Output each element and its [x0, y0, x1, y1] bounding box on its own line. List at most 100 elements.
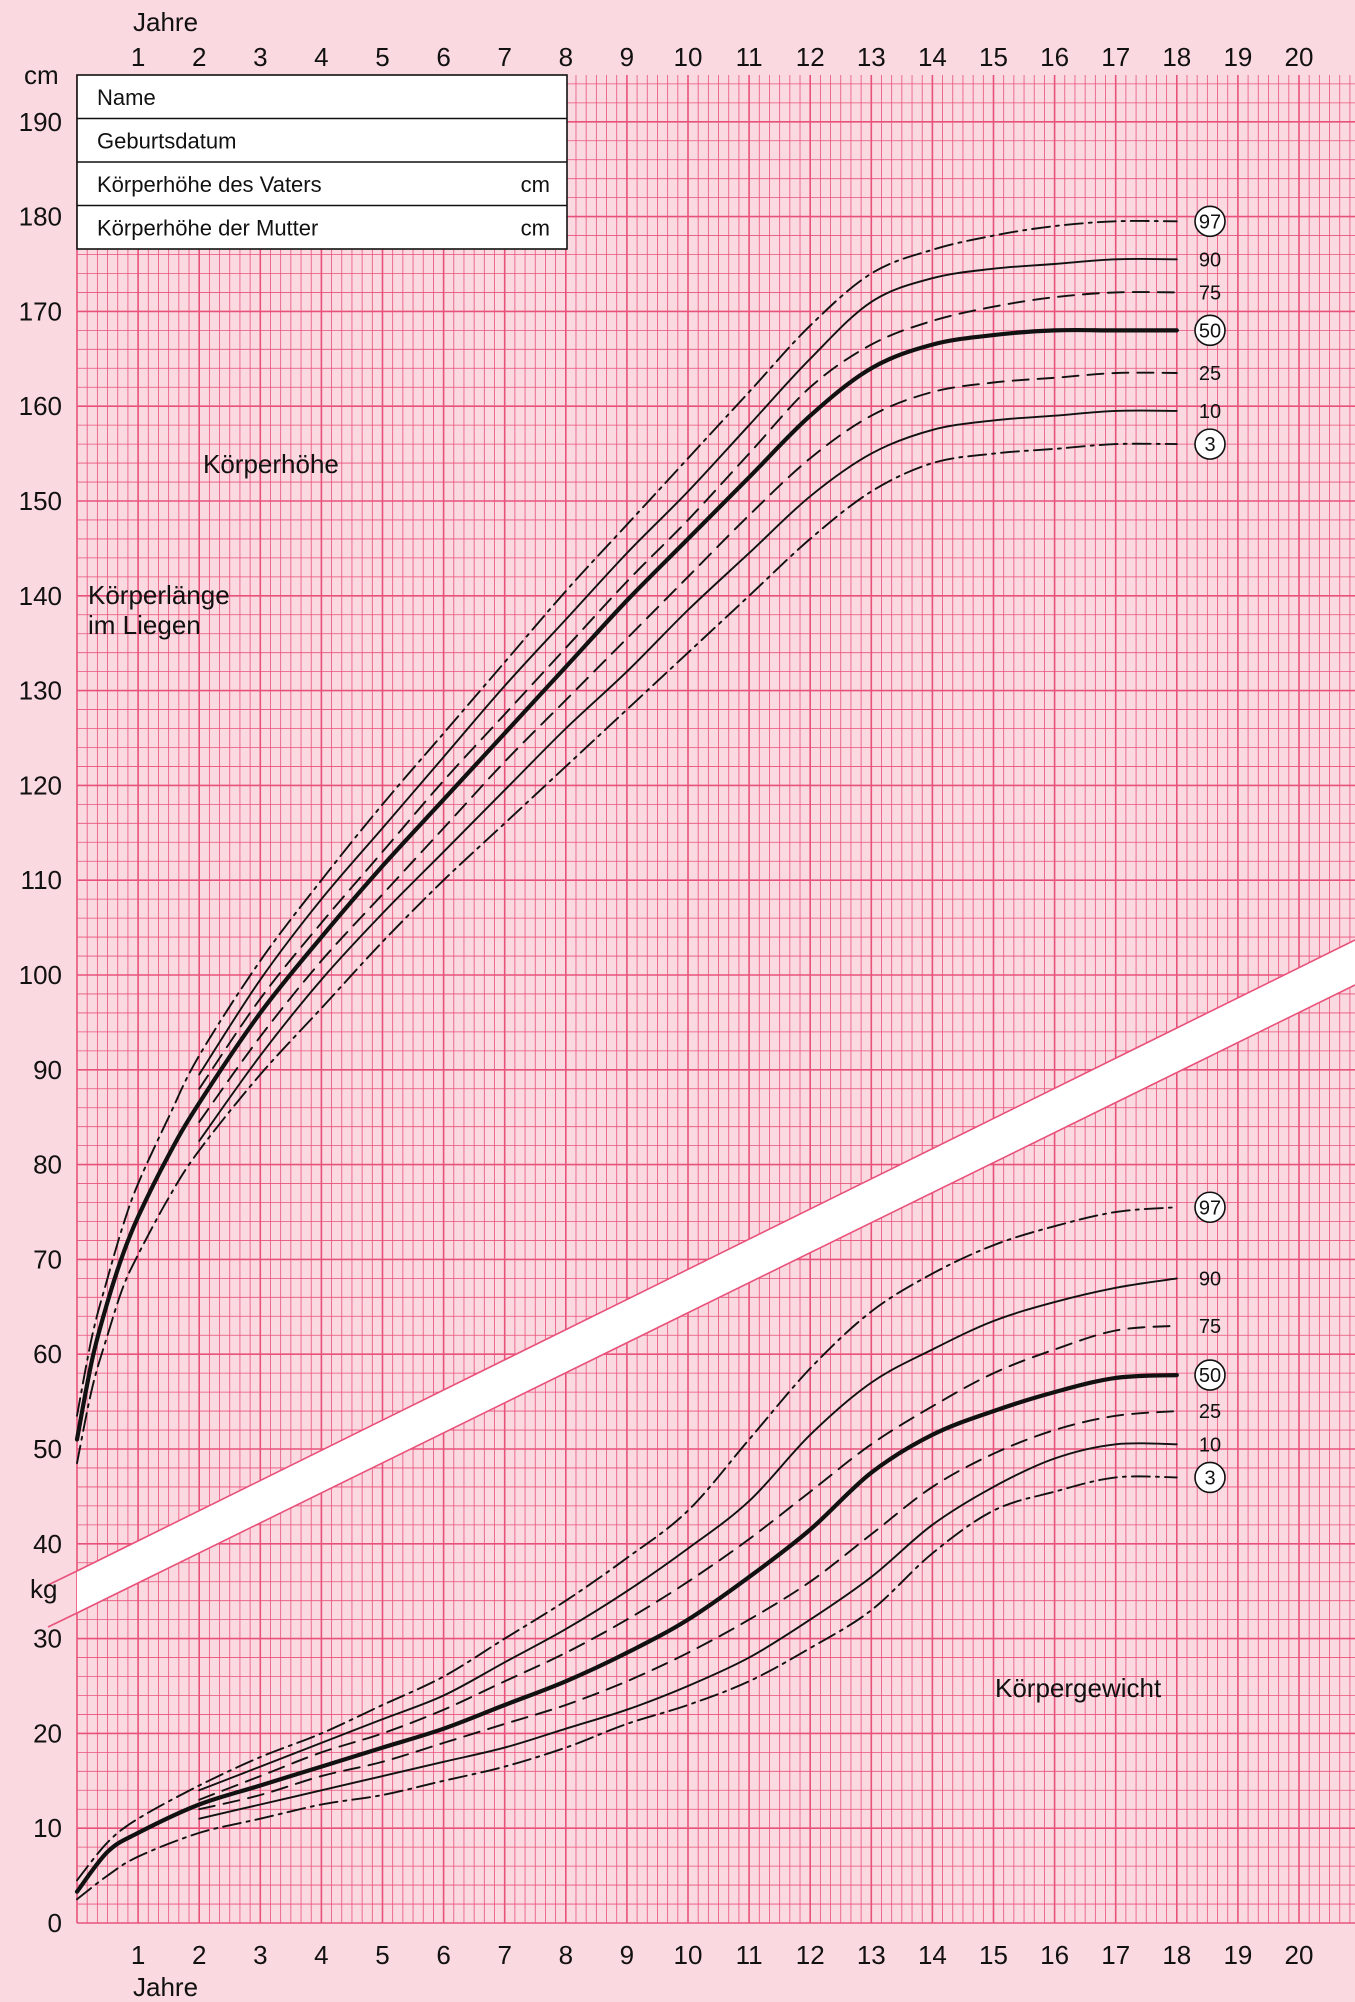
x-tick-label-bottom: 4 [314, 1940, 328, 1970]
height-label-p90: 90 [1199, 249, 1221, 271]
height-label-p75: 75 [1199, 282, 1221, 304]
weight-curve-p10 [198, 1442, 1178, 1820]
annotation-length-line2: im Liegen [88, 610, 201, 640]
y-tick-label: 90 [33, 1055, 62, 1085]
weight-curve-p25 [198, 1410, 1178, 1811]
annotation-weight: Körpergewicht [995, 1673, 1162, 1703]
x-tick-label-bottom: 9 [620, 1940, 634, 1970]
y-tick-label: 170 [19, 296, 62, 326]
info-box-unit: cm [521, 172, 550, 197]
y-tick-label: 100 [19, 960, 62, 990]
x-tick-label-bottom: 7 [497, 1940, 511, 1970]
x-tick-label-top: 15 [979, 42, 1008, 72]
info-box-label: Name [97, 85, 156, 110]
height-label-p10: 10 [1199, 401, 1221, 423]
x-tick-label-top: 12 [796, 42, 825, 72]
x-tick-label-bottom: 1 [131, 1940, 145, 1970]
y-tick-label: 50 [33, 1434, 62, 1464]
height-label-circle-p97 [1194, 205, 1226, 238]
height-curve-p10 [198, 409, 1178, 1142]
y-tick-label: 60 [33, 1339, 62, 1369]
x-tick-label-top: 6 [436, 42, 450, 72]
x-tick-label-top: 1 [131, 42, 145, 72]
x-tick-label-top: 10 [674, 42, 703, 72]
height-curve-p75 [198, 291, 1178, 1090]
weight-label-p90: 90 [1199, 1268, 1221, 1290]
x-tick-label-bottom: 8 [559, 1940, 573, 1970]
x-tick-label-top: 13 [857, 42, 886, 72]
annotation-length-line1: Körperlänge [88, 580, 230, 610]
x-tick-label-bottom: 6 [436, 1940, 450, 1970]
x-tick-label-top: 8 [559, 42, 573, 72]
y-tick-label: 160 [19, 391, 62, 421]
height-label-p50: 50 [1199, 320, 1221, 342]
height-label-p3: 3 [1204, 434, 1215, 456]
band-stub-bottom [47, 1612, 78, 1628]
x-tick-label-top: 17 [1101, 42, 1130, 72]
x-tick-label-top: 19 [1223, 42, 1252, 72]
info-box-label: Geburtsdatum [97, 129, 236, 154]
weight-percentile-curves: 97 90 75 50 25 10 3 [74, 1191, 1226, 1901]
y-tick-label: 180 [19, 202, 62, 232]
x-tick-label-top: 5 [375, 42, 389, 72]
y-tick-label: 40 [33, 1529, 62, 1559]
y-tick-label: 120 [19, 770, 62, 800]
height-label-p97: 97 [1199, 211, 1221, 233]
band-edge-bottom [76, 984, 1355, 1614]
info-box-label: Körperhöhe des Vaters [97, 172, 322, 197]
height-label-circle-p3 [1194, 428, 1226, 460]
x-tick-label-bottom: 5 [375, 1940, 389, 1970]
y-tick-label: 0 [48, 1908, 62, 1938]
x-tick-label-top: 11 [736, 42, 763, 72]
x-tick-label-top: 20 [1285, 42, 1314, 72]
x-tick-label-bottom: 13 [857, 1940, 886, 1970]
height-label-p25: 25 [1199, 363, 1221, 385]
weight-curve-p90 [198, 1277, 1178, 1792]
weight-label-p25: 25 [1199, 1401, 1221, 1423]
y-axis-unit-cm: cm [24, 60, 59, 90]
diagonal-band [47, 939, 1355, 1628]
x-tick-label-top: 3 [253, 42, 267, 72]
y-tick-label: 30 [33, 1624, 62, 1654]
info-box: Name Geburtsdatum Körperhöhe des Vaters cm K… [76, 74, 568, 250]
y-tick-label: 80 [33, 1150, 62, 1180]
weight-label-circle-p50 [1194, 1359, 1226, 1391]
height-curve-p97 [76, 219, 1178, 1417]
x-tick-label-bottom: 18 [1162, 1940, 1191, 1970]
weight-label-circle-p97 [1194, 1191, 1226, 1224]
height-curve-p50 [74, 327, 1179, 1442]
x-tick-label-bottom: 15 [979, 1940, 1008, 1970]
y-tick-label: 10 [33, 1813, 62, 1843]
axes: Jahre Jahre cm kg 1122334455667788991010… [19, 7, 1314, 2002]
y-tick-label: 70 [33, 1244, 62, 1274]
weight-curve-p75 [198, 1324, 1178, 1801]
x-tick-label-top: 16 [1040, 42, 1069, 72]
x-tick-label-bottom: 20 [1285, 1940, 1314, 1970]
x-tick-label-bottom: 2 [192, 1940, 206, 1970]
annotations: Körperhöhe Körperlänge im Liegen Körperg… [88, 449, 1162, 1703]
weight-curve-p3 [76, 1475, 1178, 1901]
x-tick-label-bottom: 3 [253, 1940, 267, 1970]
y-tick-label: 140 [19, 581, 62, 611]
x-tick-label-bottom: 12 [796, 1940, 825, 1970]
weight-curve-p97 [76, 1206, 1178, 1882]
x-tick-label-top: 4 [314, 42, 328, 72]
weight-curve-p50 [74, 1373, 1179, 1894]
weight-label-circle-p3 [1194, 1461, 1226, 1494]
y-tick-label: 110 [21, 865, 62, 895]
x-axis-label-top: Jahre [133, 7, 198, 37]
weight-label-p75: 75 [1199, 1316, 1221, 1338]
height-label-circle-p50 [1194, 314, 1226, 347]
x-tick-label-bottom: 11 [736, 1940, 763, 1970]
weight-label-p50: 50 [1199, 1365, 1221, 1387]
x-tick-label-bottom: 10 [674, 1940, 703, 1970]
band-fill [77, 940, 1355, 1613]
info-box-label: Körperhöhe der Mutter [97, 216, 318, 241]
y-axis-unit-kg: kg [30, 1574, 57, 1604]
x-tick-label-bottom: 16 [1040, 1940, 1069, 1970]
height-curve-p90 [198, 257, 1178, 1076]
weight-label-p10: 10 [1199, 1434, 1221, 1456]
height-curve-p25 [198, 371, 1178, 1123]
annotation-height: Körperhöhe [203, 449, 339, 479]
x-tick-label-top: 7 [497, 42, 511, 72]
